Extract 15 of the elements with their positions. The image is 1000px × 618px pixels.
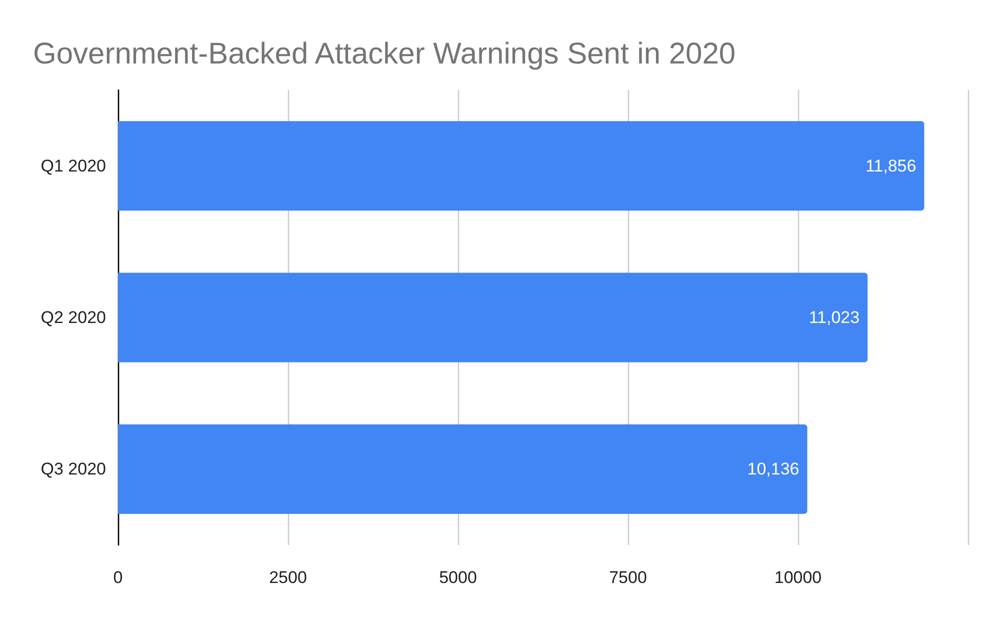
chart-title: Government-Backed Attacker Warnings Sent in 2020 xyxy=(33,38,736,70)
x-tick-label: 0 xyxy=(113,568,123,587)
bar xyxy=(118,424,808,514)
y-tick-label: Q1 2020 xyxy=(40,156,106,176)
x-tick-label: 2500 xyxy=(269,568,307,587)
data-label: 11,856 xyxy=(865,156,916,176)
bar xyxy=(118,272,868,362)
x-tick-label: 10000 xyxy=(774,568,822,587)
x-tick-label: 5000 xyxy=(439,568,477,587)
bar xyxy=(118,121,924,211)
y-tick-label: Q2 2020 xyxy=(40,308,106,327)
y-tick-label: Q3 2020 xyxy=(40,460,106,479)
data-label: 10,136 xyxy=(747,460,800,479)
x-tick-label: 7500 xyxy=(609,568,647,587)
data-label: 11,023 xyxy=(808,308,860,327)
